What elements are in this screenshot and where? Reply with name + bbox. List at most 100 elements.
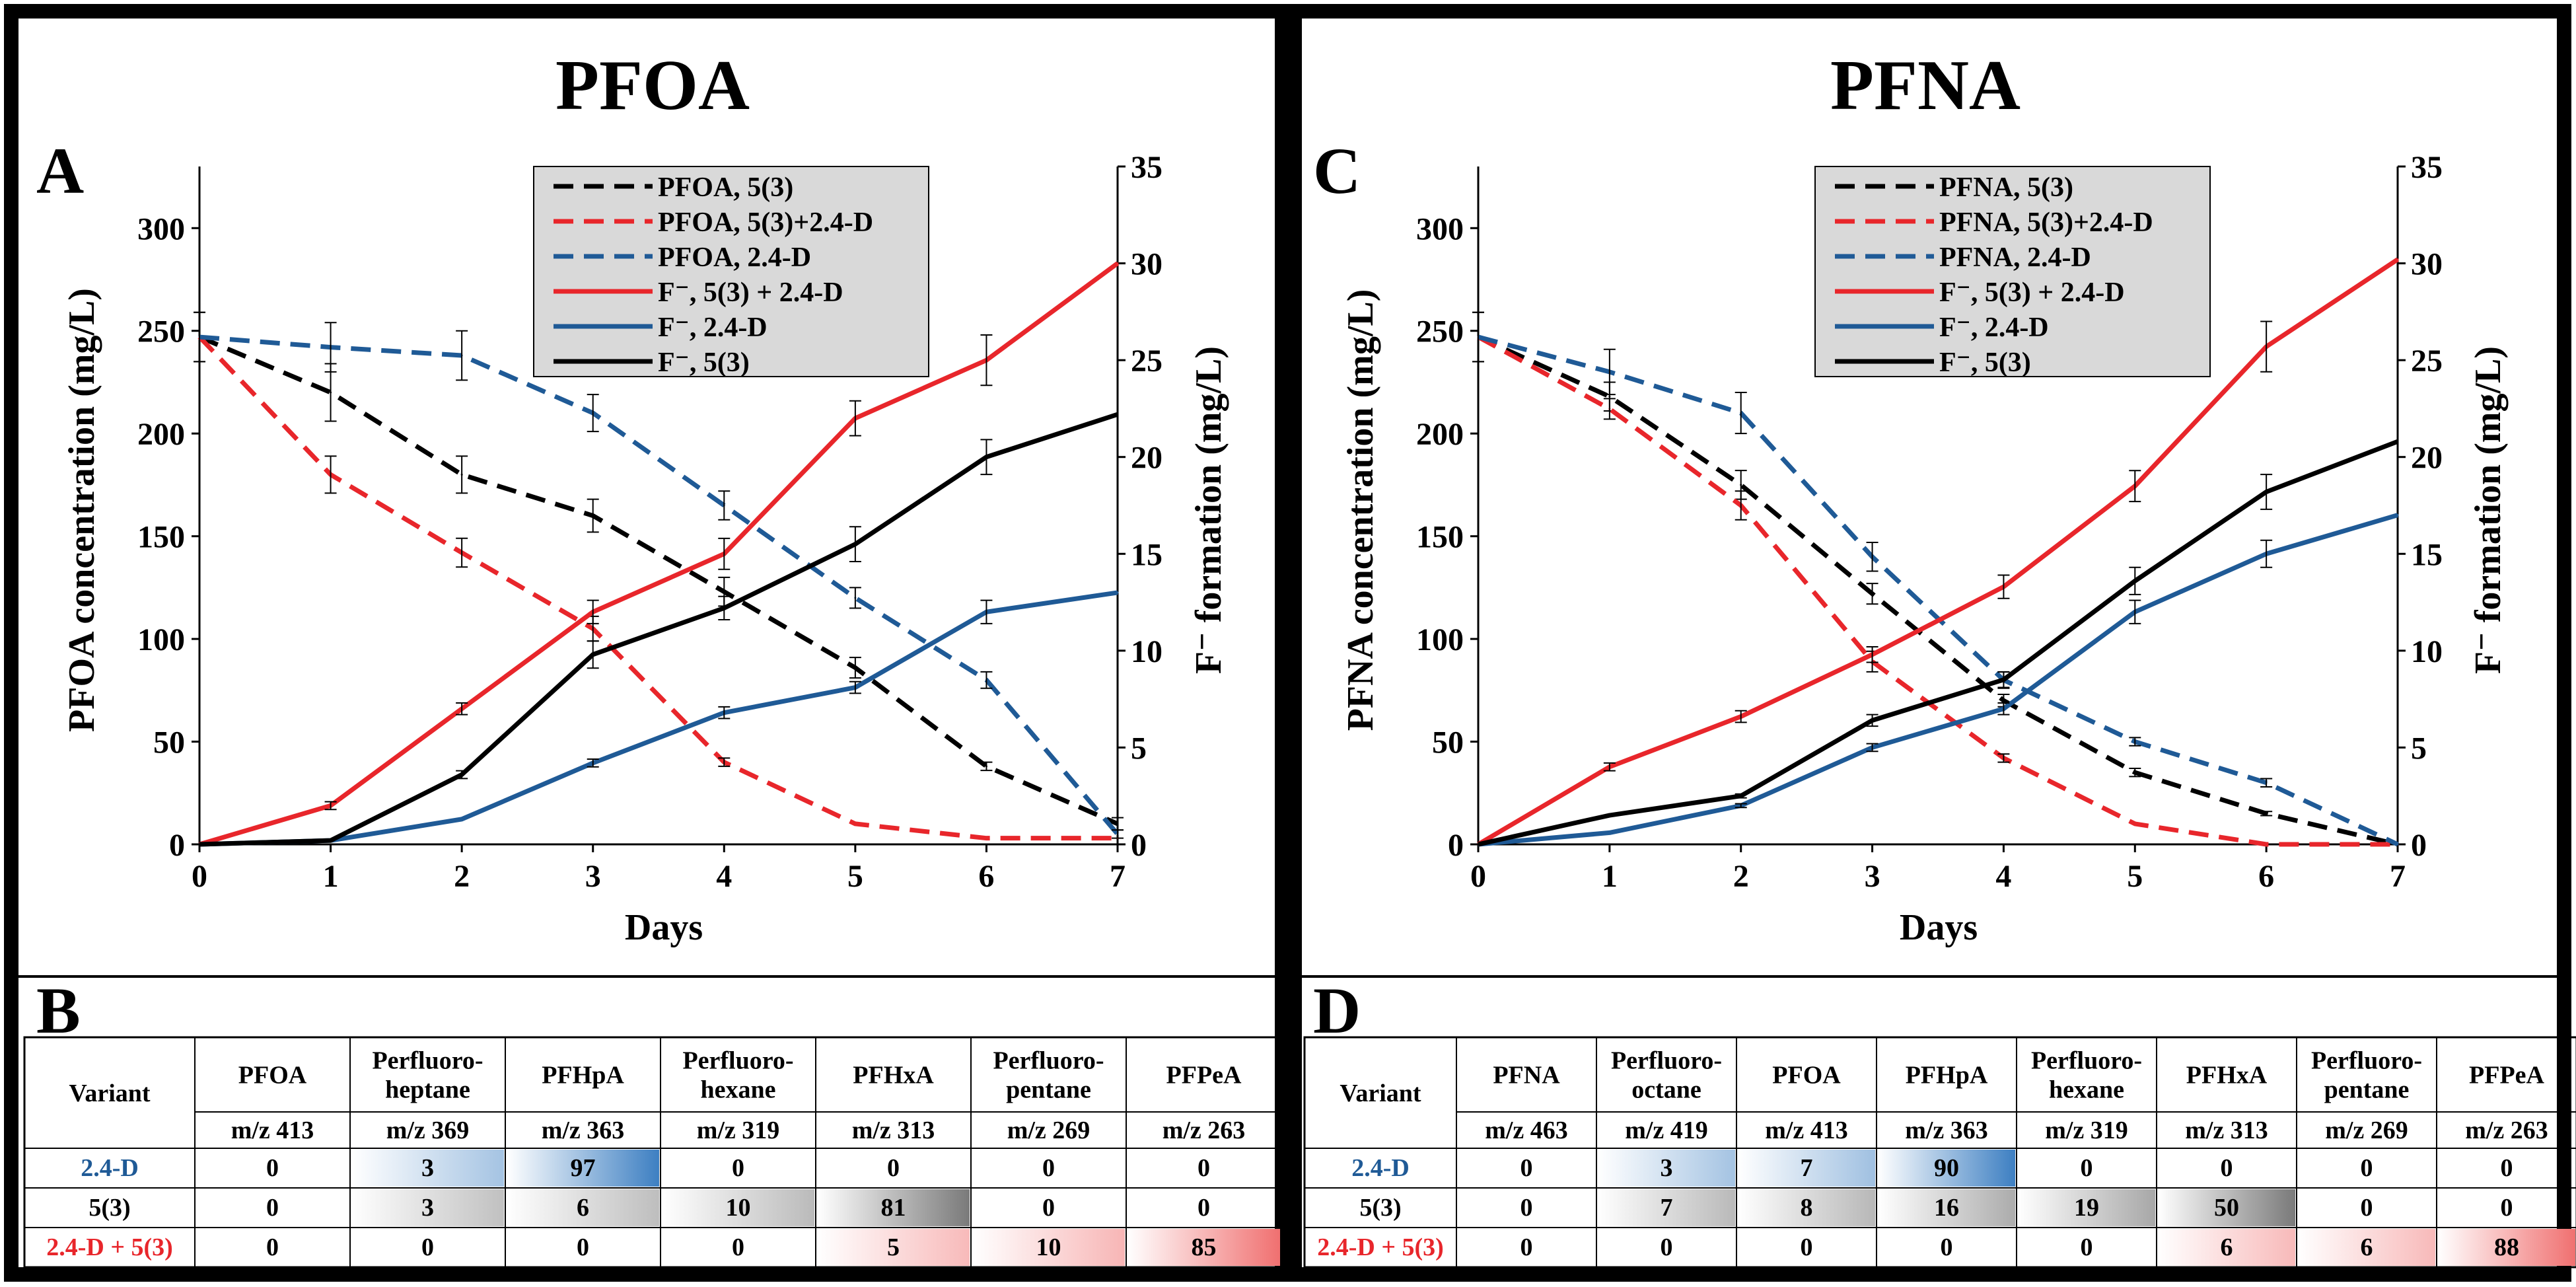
heat-cell [662,1189,814,1226]
y-tick-label-left: 300 [137,211,185,246]
data-point [2265,843,2268,846]
series-line [1478,439,2399,847]
table-cell-value: 7 [1661,1194,1673,1222]
table-variant-label: 2.4-D [81,1154,139,1182]
y-tick-label-right: 20 [2411,441,2443,476]
table-header-compound: Perfluoro-pentane [993,1047,1104,1104]
table-cell-value: 0 [887,1154,900,1182]
table-cell-value: 90 [1934,1154,1959,1182]
legend-label: PFOA, 5(3) [658,172,793,203]
data-point [1608,814,1611,817]
table-cell-value: 0 [732,1233,744,1261]
table-header-variant: Variant [69,1080,151,1107]
right-panel-frame [1287,4,2571,1282]
series-solid-5 [198,412,1119,847]
panel-letter-a: A [36,134,84,207]
header-line: PFOA [238,1062,307,1089]
y-tick-label-right: 30 [1131,247,1163,282]
table-header-mz: m/z 419 [1625,1117,1708,1144]
heat-cell [1598,1150,1735,1187]
table-cell-value: 8 [1801,1194,1813,1222]
header-line: Perfluoro- [372,1047,483,1075]
panel-letter-d: D [1313,974,1361,1047]
y-tick-label-right: 10 [2411,634,2443,669]
x-tick-label: 5 [2127,859,2143,894]
y-tick-label-right: 0 [2411,828,2427,863]
table-cell-value: 0 [2361,1154,2373,1182]
table-header-compound: Perfluoro-hexane [2031,1047,2142,1104]
heat-cell [2438,1229,2575,1266]
data-point [854,823,857,825]
table-variant-label: 2.4-D [1351,1154,1410,1182]
table-cell-value: 0 [1042,1154,1055,1182]
series-solid-3 [198,261,1120,847]
header-line: Perfluoro- [2311,1047,2422,1075]
y-tick-label-left: 150 [137,520,185,555]
legend: PFNA, 5(3) PFNA, 5(3)+2.4-D PFNA, 2.4-D F⁻,… [1814,166,2211,378]
series-line [199,261,1120,847]
series-dashed-0 [194,311,1124,831]
table-header-compound: Perfluoro-hexane [682,1047,793,1104]
table-cell-value: 0 [2361,1194,2373,1222]
data-point [2133,823,2136,825]
table-cell-value: 0 [1661,1233,1673,1261]
heat-cell [1878,1189,2015,1226]
table-pfoa-products: Variant PFOA Perfluoro-heptane PFHpA Perfluo… [23,1036,1283,1269]
table-pfna-products: Variant PFNA Perfluoro-octane PFOA PFHpA Perf… [1303,1036,2576,1269]
table-header-mz: m/z 463 [1485,1117,1568,1144]
legend-label: PFOA, 5(3)+2.4-D [658,207,873,238]
header-line: hexane [2049,1076,2124,1104]
series-line [199,334,1120,836]
heat-cell [1878,1150,2015,1187]
table-header-compound: PFOA [1772,1062,1841,1089]
left-panel-frame [4,4,1289,1282]
table-cell-value: 3 [1661,1154,1673,1182]
table-header-compound: Perfluoro-pentane [2311,1047,2422,1104]
x-tick-label: 0 [1470,859,1486,894]
x-tick-label: 4 [1995,859,2011,894]
y-axis-label-left-a: PFOA concentration (mg/L) [61,288,102,732]
series-solid-5 [1477,439,2399,847]
table-cell-value: 10 [726,1194,751,1222]
table-cell-value: 19 [2074,1194,2099,1222]
series-line [1477,334,2398,847]
series-line [1477,257,2399,847]
table-cell-value: 0 [1941,1233,1953,1261]
x-tick-label: 3 [585,859,601,894]
table-header-compound: PFOA [238,1062,307,1089]
table-cell-value: 81 [881,1194,906,1222]
x-tick-label: 2 [1733,859,1749,894]
header-line: PFHxA [853,1062,934,1089]
legend-label: F⁻, 5(3) [1939,348,2031,378]
legend-label: PFOA, 2.4-D [658,242,811,273]
heat-cell [1738,1189,1875,1226]
header-line: hexane [701,1076,776,1104]
chart-pfoa: 0 50 100 150 200 250 300 0 5 10 15 20 25 30 35 0 1 2 3 4 5 6 7… [137,150,1163,894]
table-cell-value: 0 [1042,1194,1055,1222]
table-cell-value: 3 [421,1194,434,1222]
header-line: PFHxA [2186,1062,2268,1089]
table-header-compound: PFHxA [2186,1062,2268,1089]
x-tick-label: 2 [454,859,470,894]
table-header-mz: m/z 413 [231,1117,314,1144]
data-point [330,839,332,842]
table-cell-value: 0 [577,1233,589,1261]
table-header-compound: PFPeA [2469,1062,2545,1089]
heat-cell [817,1189,970,1226]
data-point [1116,591,1119,594]
y-axis-label-right-c: F⁻ formation (mg/L) [2468,346,2509,674]
heat-cell [2158,1189,2295,1226]
legend-label: F⁻, 2.4-D [1939,313,2049,343]
header-line: PFPeA [1166,1062,1242,1089]
x-tick-label: 1 [1602,859,1618,894]
table-header-mz: m/z 269 [1007,1117,1091,1144]
y-tick-label-right: 15 [1131,537,1163,572]
y-tick-label-left: 0 [1448,828,1464,863]
header-line: Perfluoro- [682,1047,793,1075]
x-tick-label: 0 [192,859,207,894]
y-tick-label-left: 50 [1432,725,1464,760]
table-header-mz: m/z 319 [2045,1117,2128,1144]
series-solid-3 [1477,257,2399,847]
table-cell-value: 7 [1801,1154,1813,1182]
legend-label: PFNA, 5(3) [1939,172,2073,203]
